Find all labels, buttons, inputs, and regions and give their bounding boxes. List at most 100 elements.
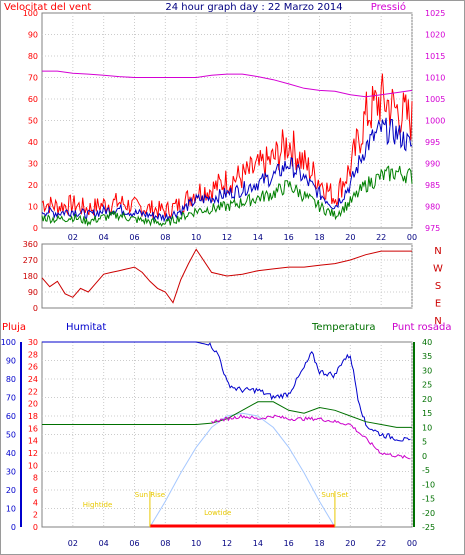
x-tick-label: 02 bbox=[68, 233, 78, 242]
y-tick-label-temperature: -5 bbox=[422, 466, 430, 475]
y-tick-label-pressure: 1010 bbox=[425, 74, 445, 83]
y-tick-label-rain: 28 bbox=[28, 350, 38, 359]
series-line-pressure bbox=[42, 70, 413, 98]
y-tick-label-pressure: 1025 bbox=[425, 9, 445, 18]
x-tick-label: 10 bbox=[191, 539, 201, 548]
y-tick-label-temperature: 5 bbox=[422, 438, 427, 447]
y-tick-label-direction: 360 bbox=[23, 240, 38, 249]
y-tick-label-direction: 180 bbox=[23, 272, 38, 281]
compass-label: N bbox=[434, 246, 441, 257]
series-line-wind-average bbox=[41, 117, 413, 223]
y-tick-label-pressure: 995 bbox=[425, 138, 440, 147]
y-tick-label-rain: 26 bbox=[28, 363, 38, 372]
y-tick-label-rain: 0 bbox=[33, 523, 38, 532]
y-tick-label-rain: 8 bbox=[33, 474, 38, 483]
x-tick-label: 10 bbox=[191, 233, 201, 242]
y-tick-label-wind: 70 bbox=[28, 74, 38, 83]
x-tick-label: 00 bbox=[407, 233, 417, 242]
y-tick-label-rain: 14 bbox=[28, 437, 38, 446]
y-tick-label-rain: 30 bbox=[28, 338, 38, 347]
y-tick-label-rain: 20 bbox=[28, 400, 38, 409]
series-line-wind-direction bbox=[41, 248, 412, 304]
x-tick-label: 08 bbox=[160, 539, 170, 548]
y-tick-label-wind: 100 bbox=[23, 9, 38, 18]
y-tick-label-wind: 20 bbox=[28, 181, 38, 190]
y-tick-label-wind: 50 bbox=[28, 117, 38, 126]
y-tick-label-rain: 10 bbox=[28, 461, 38, 470]
x-tick-label: 08 bbox=[160, 233, 170, 242]
x-tick-label: 04 bbox=[99, 539, 109, 548]
x-tick-label: 22 bbox=[376, 233, 386, 242]
y-tick-label-pressure: 1000 bbox=[425, 117, 445, 126]
y-tick-label-humidity: 10 bbox=[6, 505, 16, 514]
x-tick-label: 18 bbox=[314, 233, 324, 242]
compass-label: W bbox=[433, 264, 443, 275]
y-tick-label-wind: 10 bbox=[28, 203, 38, 212]
y-tick-label-rain: 16 bbox=[28, 424, 38, 433]
y-tick-label-temperature: 15 bbox=[422, 409, 432, 418]
y-tick-label-humidity: 80 bbox=[6, 375, 16, 384]
y-tick-label-humidity: 0 bbox=[11, 523, 16, 532]
y-tick-label-pressure: 1005 bbox=[425, 95, 445, 104]
x-tick-label: 00 bbox=[407, 539, 417, 548]
y-tick-label-wind: 80 bbox=[28, 52, 38, 61]
y-tick-label-temperature: -20 bbox=[422, 509, 435, 518]
plot-area bbox=[41, 12, 413, 229]
legend-temperature: Temperatura bbox=[311, 322, 376, 333]
pressure-axis-title: Pressió bbox=[371, 1, 406, 13]
x-tick-label: 18 bbox=[314, 539, 324, 548]
y-tick-label-direction: 270 bbox=[23, 256, 38, 265]
y-tick-label-temperature: 25 bbox=[422, 381, 432, 390]
y-tick-label-wind: 0 bbox=[33, 224, 38, 233]
y-tick-label-wind: 30 bbox=[28, 160, 38, 169]
y-tick-label-pressure: 980 bbox=[425, 203, 440, 212]
legend-rain: Pluja bbox=[2, 322, 26, 333]
y-tick-label-rain: 12 bbox=[28, 449, 38, 458]
y-tick-label-temperature: 20 bbox=[422, 395, 432, 404]
compass-label: N bbox=[434, 316, 441, 327]
series-line-dewpoint bbox=[211, 413, 411, 460]
y-tick-label-pressure: 985 bbox=[425, 181, 440, 190]
y-tick-label-wind: 90 bbox=[28, 31, 38, 40]
series-line-temperature bbox=[42, 401, 412, 428]
x-tick-label: 16 bbox=[284, 233, 294, 242]
y-tick-label-rain: 6 bbox=[33, 486, 38, 495]
y-tick-label-rain: 4 bbox=[33, 498, 38, 507]
y-tick-label-humidity: 40 bbox=[6, 449, 16, 458]
x-tick-label: 04 bbox=[99, 233, 109, 242]
y-tick-label-pressure: 975 bbox=[425, 224, 440, 233]
y-tick-label-temperature: 30 bbox=[422, 366, 432, 375]
y-tick-label-rain: 24 bbox=[28, 375, 38, 384]
x-tick-label: 12 bbox=[222, 233, 232, 242]
y-tick-label-humidity: 100 bbox=[1, 338, 16, 347]
x-tick-label: 12 bbox=[222, 539, 232, 548]
y-tick-label-rain: 22 bbox=[28, 387, 38, 396]
x-tick-label: 02 bbox=[68, 539, 78, 548]
y-tick-label-direction: 0 bbox=[33, 304, 38, 313]
y-tick-label-temperature: 0 bbox=[422, 452, 427, 461]
y-tick-label-humidity: 50 bbox=[6, 431, 16, 440]
y-tick-label-temperature: 35 bbox=[422, 352, 432, 361]
y-tick-label-pressure: 990 bbox=[425, 160, 440, 169]
y-tick-label-temperature: 40 bbox=[422, 338, 432, 347]
x-tick-label: 22 bbox=[376, 539, 386, 548]
legend-humidity: Humitat bbox=[66, 322, 106, 333]
y-tick-label-wind: 40 bbox=[28, 138, 38, 147]
x-tick-label: 20 bbox=[345, 233, 355, 242]
high-tide-label: Hightide bbox=[83, 501, 113, 509]
compass-label: S bbox=[435, 281, 441, 292]
y-tick-label-rain: 2 bbox=[33, 511, 38, 520]
sunset-label: Sun Set bbox=[321, 491, 348, 499]
legend-dewpoint: Punt rosada bbox=[392, 322, 451, 333]
y-tick-label-pressure: 1015 bbox=[425, 52, 445, 61]
series-line-solar bbox=[149, 412, 336, 528]
y-tick-label-temperature: -25 bbox=[422, 523, 435, 532]
wind-axis-title: Velocitat del vent bbox=[4, 2, 91, 13]
x-tick-label: 06 bbox=[129, 233, 139, 242]
y-tick-label-humidity: 20 bbox=[6, 486, 16, 495]
y-tick-label-humidity: 90 bbox=[6, 357, 16, 366]
y-tick-label-rain: 18 bbox=[28, 412, 38, 421]
y-tick-label-humidity: 60 bbox=[6, 412, 16, 421]
series-line-humidity bbox=[42, 341, 411, 442]
